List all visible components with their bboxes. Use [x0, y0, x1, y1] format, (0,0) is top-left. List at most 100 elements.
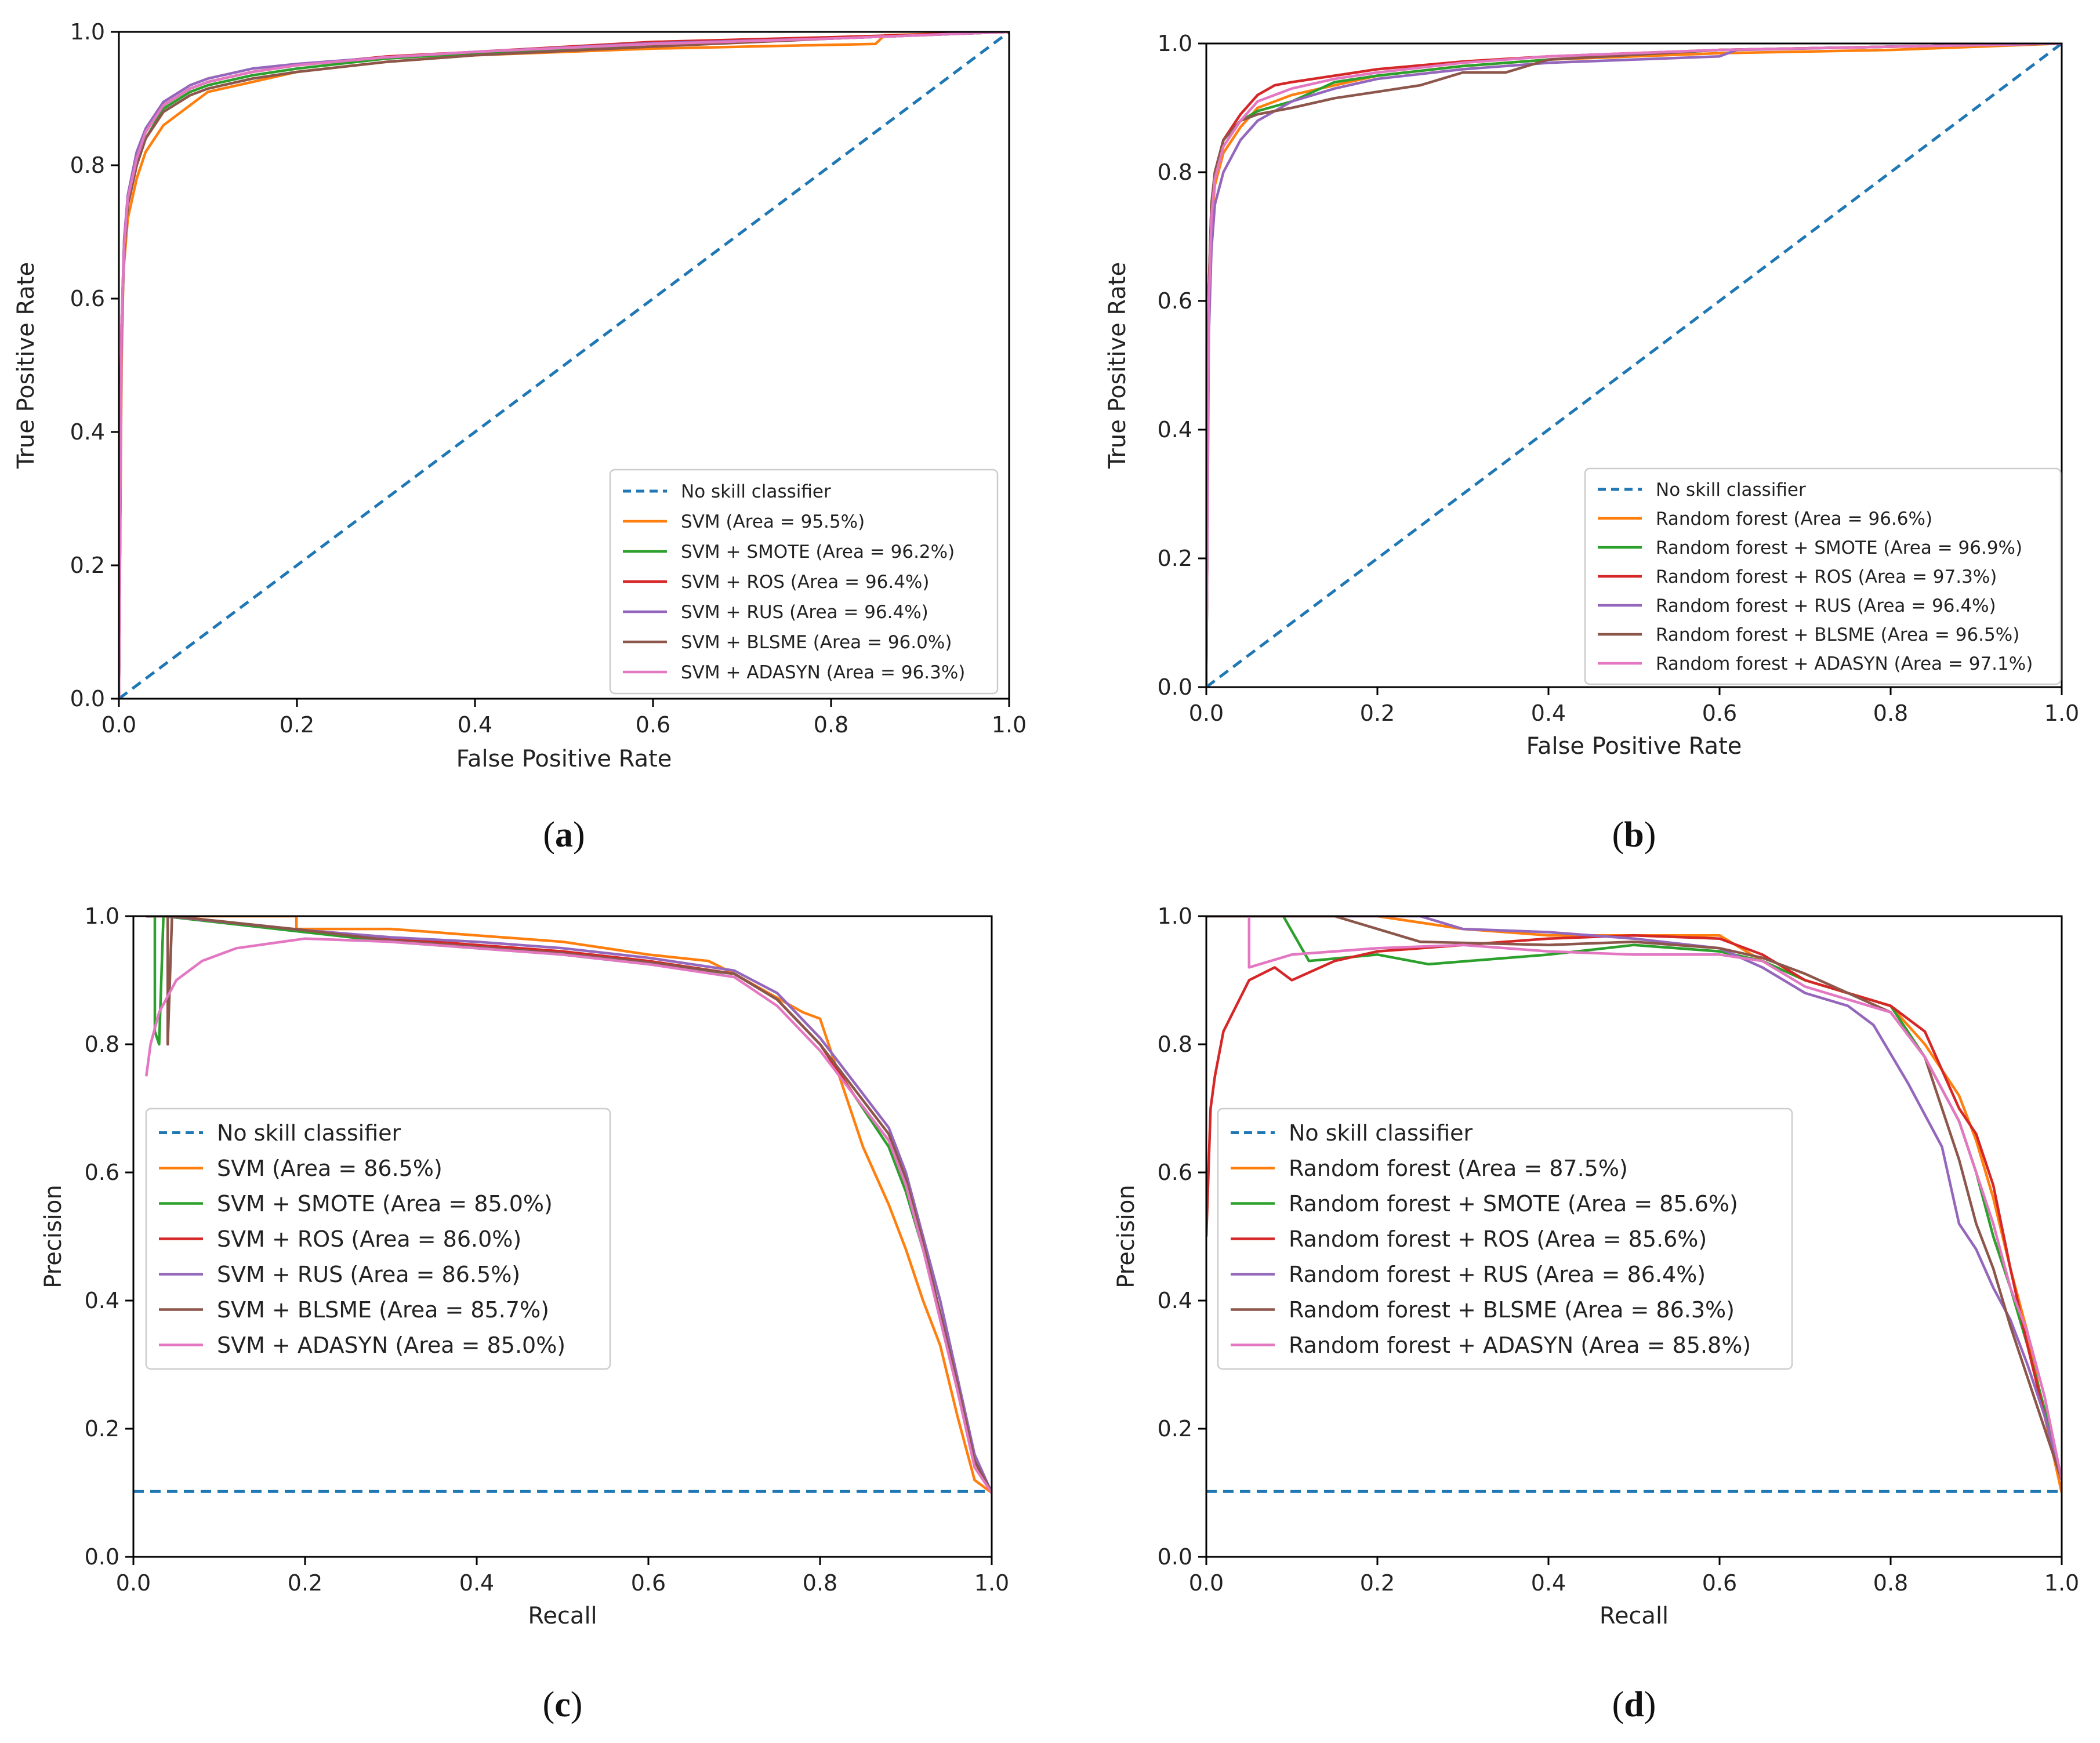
series-line-5 — [146, 916, 992, 1494]
legend-entry: SVM (Area = 86.5%) — [217, 1156, 443, 1181]
legend-entry: SVM (Area = 95.5%) — [681, 511, 865, 532]
x-tick-label: 0.2 — [1360, 700, 1395, 726]
legend-entry: SVM + RUS (Area = 96.4%) — [681, 602, 929, 623]
series-group — [1206, 916, 2062, 1493]
series-line-6 — [1247, 916, 2062, 1480]
y-tick-label: 1.0 — [70, 19, 105, 45]
y-tick-label: 0.0 — [1158, 674, 1192, 700]
x-tick-label: 0.0 — [116, 1570, 151, 1596]
series-line-4 — [1206, 43, 2062, 687]
x-tick-label: 1.0 — [2044, 700, 2079, 726]
panel-label: (b) — [1612, 815, 1656, 855]
y-tick-label: 0.6 — [85, 1160, 119, 1185]
y-tick-label: 0.8 — [1158, 1032, 1192, 1057]
x-tick-label: 1.0 — [2044, 1570, 2079, 1596]
panel-label: (c) — [543, 1685, 583, 1724]
x-tick-label: 0.8 — [1873, 700, 1908, 726]
series-line-6 — [119, 32, 1009, 699]
legend: No skill classifier Random forest (Area =… — [1584, 467, 2062, 685]
y-axis-label: True Positive Rate — [13, 262, 39, 469]
legend-entry: SVM + SMOTE (Area = 96.2%) — [681, 542, 955, 562]
x-tick-label: 0.4 — [1531, 700, 1566, 726]
x-tick-label: 0.4 — [458, 712, 492, 738]
series-group — [133, 916, 992, 1494]
legend-entry: Random forest + RUS (Area = 96.4%) — [1656, 595, 1996, 616]
x-tick-label: 0.8 — [803, 1570, 837, 1596]
legend-entry: SVM + SMOTE (Area = 85.0%) — [217, 1191, 553, 1217]
legend-box — [609, 469, 999, 695]
plot-frame — [118, 31, 1010, 700]
x-tick-label: 0.4 — [1531, 1570, 1566, 1596]
x-tick-label: 0.0 — [101, 712, 136, 738]
x-tick-label: 0.2 — [280, 712, 314, 738]
legend-entry: Random forest (Area = 96.6%) — [1656, 509, 1932, 529]
panel-label: (d) — [1612, 1685, 1656, 1724]
chart-panel-c: 0.0 0.2 0.4 0.6 0.8 1.0 0.0 0.2 0.4 0.6 0.8 1.0 Reca… — [40, 903, 1009, 1724]
y-tick-label: 0.2 — [1158, 546, 1192, 571]
x-tick-label: 0.6 — [1702, 700, 1737, 726]
y-tick-label: 1.0 — [85, 903, 119, 929]
chart-panel-a: 0.0 0.2 0.4 0.6 0.8 1.0 0.0 0.2 0.4 0.6 0.8 1.0 Fals… — [13, 19, 1027, 855]
y-tick-label: 0.8 — [70, 152, 105, 178]
x-tick-label: 0.6 — [631, 1570, 666, 1596]
legend-entry: Random forest + ADASYN (Area = 97.1%) — [1656, 653, 2033, 674]
legend-entry: Random forest + ROS (Area = 85.6%) — [1289, 1226, 1707, 1252]
y-tick-label: 0.0 — [85, 1544, 119, 1570]
x-tick-label: 0.4 — [459, 1570, 494, 1596]
legend-entry: Random forest + SMOTE (Area = 85.6%) — [1289, 1191, 1738, 1217]
y-tick-label: 0.8 — [85, 1032, 119, 1057]
series-line-6 — [1206, 43, 2062, 687]
chart-panel-d: 0.0 0.2 0.4 0.6 0.8 1.0 0.0 0.2 0.4 0.6 0.8 1.0 Reca… — [1113, 903, 2079, 1724]
legend-box — [145, 1107, 611, 1370]
legend-box — [1217, 1107, 1793, 1370]
x-tick-label: 0.6 — [1702, 1570, 1737, 1596]
y-axis-label: Precision — [40, 1185, 67, 1288]
x-tick-label: 1.0 — [992, 712, 1027, 738]
y-axis-label: Precision — [1113, 1185, 1140, 1288]
y-axis-label: True Positive Rate — [1104, 262, 1131, 469]
plot-frame — [1205, 42, 2063, 688]
series-line-3 — [1206, 934, 2062, 1480]
x-tick-label: 0.8 — [814, 712, 848, 738]
legend-entry: Random forest + ROS (Area = 97.3%) — [1656, 567, 1997, 587]
series-line-6 — [144, 937, 992, 1494]
series-group — [119, 32, 1009, 699]
legend-entry: SVM + ADASYN (Area = 96.3%) — [681, 662, 965, 683]
legend: No skill classifier Random forest (Area =… — [1217, 1107, 1793, 1370]
legend-entry: SVM + BLSME (Area = 85.7%) — [217, 1297, 549, 1323]
legend-entry: No skill classifier — [681, 481, 831, 502]
x-tick-label: 0.0 — [1189, 700, 1224, 726]
y-tick-label: 0.2 — [85, 1416, 119, 1441]
plot-frame — [132, 915, 993, 1558]
x-tick-label: 0.8 — [1873, 1570, 1908, 1596]
chart-panel-b: 0.0 0.2 0.4 0.6 0.8 1.0 0.0 0.2 0.4 0.6 0.8 1.0 Fals… — [1104, 31, 2079, 855]
series-line-5 — [1206, 916, 2062, 1481]
y-tick-label: 0.4 — [70, 419, 105, 445]
legend-entry: Random forest + BLSME (Area = 86.3%) — [1289, 1297, 1735, 1323]
legend-entry: No skill classifier — [1289, 1120, 1473, 1146]
legend-entry: Random forest + BLSME (Area = 96.5%) — [1656, 624, 2019, 645]
x-axis-label: Recall — [528, 1603, 597, 1629]
y-tick-label: 0.0 — [70, 686, 105, 711]
legend-entry: SVM + ROS (Area = 96.4%) — [681, 572, 929, 593]
y-tick-label: 0.4 — [1158, 417, 1192, 442]
legend-entry: SVM + RUS (Area = 86.5%) — [217, 1262, 520, 1287]
legend-entry: Random forest + ADASYN (Area = 85.8%) — [1289, 1332, 1751, 1358]
x-axis-label: Recall — [1600, 1603, 1669, 1629]
legend-entry: SVM + ADASYN (Area = 85.0%) — [217, 1332, 565, 1358]
legend-entry: SVM + BLSME (Area = 96.0%) — [681, 632, 952, 653]
x-tick-label: 0.0 — [1189, 1570, 1224, 1596]
legend-entry: No skill classifier — [217, 1120, 401, 1146]
legend-entry: Random forest + RUS (Area = 86.4%) — [1289, 1262, 1706, 1287]
y-tick-label: 0.6 — [70, 286, 105, 311]
y-tick-label: 0.4 — [85, 1288, 119, 1313]
y-tick-label: 0.8 — [1158, 159, 1192, 185]
panel-label: (a) — [543, 815, 585, 855]
y-tick-label: 0.4 — [1158, 1288, 1192, 1313]
series-line-0 — [1206, 43, 2062, 687]
plot-frame — [1205, 915, 2063, 1558]
series-line-4 — [1206, 916, 2062, 1480]
y-tick-label: 0.2 — [1158, 1416, 1192, 1441]
x-tick-label: 0.2 — [1360, 1570, 1395, 1596]
y-tick-label: 1.0 — [1158, 903, 1192, 929]
